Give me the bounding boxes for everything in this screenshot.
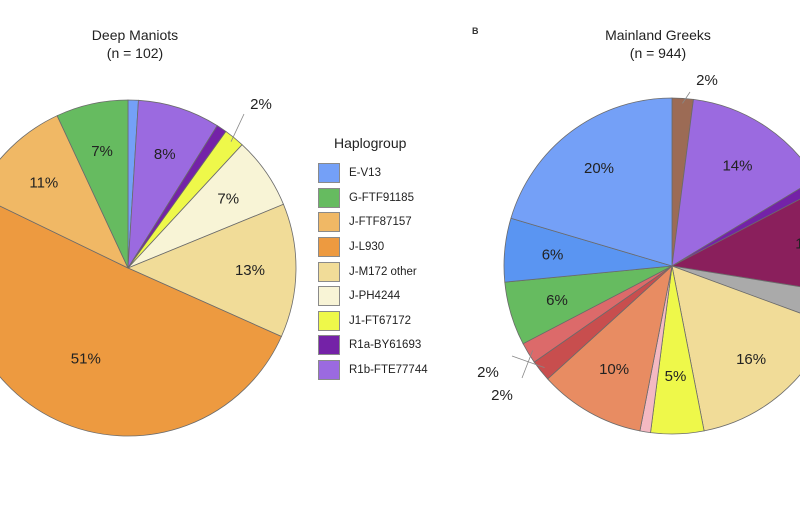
legend-swatch [318,310,340,331]
legend-swatch [318,187,340,208]
pie-slice-j-ftf87157 [0,115,129,269]
legend-item: J-M172 other [318,259,428,284]
pie-chart-mainland-greeks: 2%14%10%3%16%5%10%2%2%6%6%20% [477,72,800,435]
legend-title: Haplogroup [334,135,407,151]
legend-swatch [318,335,340,356]
slice-label: 5% [665,368,687,385]
legend-swatch [318,261,340,282]
legend-label: R1a-BY61693 [349,339,422,352]
slice-label: 14% [722,157,752,174]
legend-item: R1b-FTE77744 [318,358,428,383]
legend-label: J-FTF87157 [349,216,412,229]
slice-label: 2% [696,72,718,89]
pie-slice-j-l930 [0,205,282,437]
pie-chart-deep-maniots: 8% 2% 7% 13% 51% 11% 7% [0,96,297,437]
legend-item: J-FTF87157 [318,210,428,235]
chart-title: Mainland Greeks [605,27,711,43]
slice-label: 10% [795,236,800,253]
legend: Haplogroup E-V13 G-FTF91185 J-FTF87157 J-L9… [318,135,428,382]
chart-subtitle: (n = 944) [629,45,687,61]
legend-label: R1b-FTE77744 [349,364,428,377]
legend-swatch [318,360,340,381]
chart-title-deep-maniots: Deep Maniots (n = 102) [55,26,215,62]
chart-subtitle: (n = 102) [106,45,164,61]
panel-tag-b: B [472,26,479,36]
slice-label: 2% [250,96,272,113]
legend-label: J-PH4244 [349,290,401,303]
legend-label: J-M172 other [349,265,417,278]
legend-swatch [318,212,340,233]
slice-label: 2% [477,364,499,381]
slice-label: 20% [584,160,614,177]
slice-label: 8% [154,146,176,163]
legend-label: J1-FT67172 [349,314,412,327]
legend-swatch [318,237,340,258]
legend-item: J-PH4244 [318,284,428,309]
legend-label: G-FTF91185 [349,191,414,204]
label-leader-line [682,91,691,104]
slice-label: 7% [217,190,239,207]
legend-item: J1-FT67172 [318,309,428,334]
legend-swatch [318,286,340,307]
pie-slice-e-v13 [510,97,673,267]
legend-item: E-V13 [318,161,428,186]
legend-items: E-V13 G-FTF91185 J-FTF87157 J-L930 J-M172 ot… [318,161,428,382]
slice-label: 51% [71,351,101,368]
slice-label: 10% [599,361,629,378]
slice-label: 6% [546,292,568,309]
pie-slice-g-ftf91185 [56,99,129,269]
legend-item: R1a-BY61693 [318,333,428,358]
slice-label: 6% [542,246,564,263]
chart-title: Deep Maniots [91,27,179,43]
chart-title-mainland-greeks: Mainland Greeks (n = 944) [578,26,738,62]
legend-label: J-L930 [349,241,385,254]
legend-label: E-V13 [349,167,381,180]
pie-slice-maroon-group [670,198,800,288]
label-leader-line [230,113,245,142]
pie-slice-r1b-fte77744 [671,98,800,267]
label-leader-line [521,350,534,379]
pie-slice-j-m172-other [126,203,297,338]
slice-label: 7% [91,143,113,160]
slice-label: 2% [491,387,513,404]
legend-swatch [318,163,340,184]
pie-slice-j-m172-other [671,265,800,432]
legend-item: G-FTF91185 [318,186,428,211]
legend-item: J-L930 [318,235,428,260]
slice-label: 16% [736,351,766,368]
slice-label: 11% [29,174,58,191]
pie-slice-salmon-group [547,264,673,432]
slice-label: 13% [235,262,265,279]
